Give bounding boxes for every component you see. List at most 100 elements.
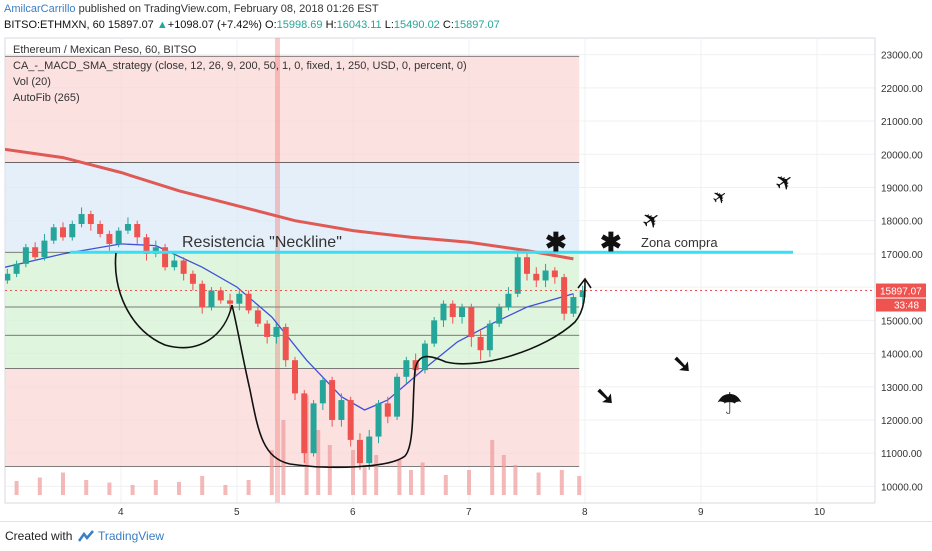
candle-body [505, 293, 512, 308]
candle-body [50, 227, 57, 241]
y-tick-label: 18000.00 [881, 217, 923, 228]
fib-zone [5, 56, 580, 163]
volume-bar [107, 482, 112, 495]
candle-body [227, 300, 234, 304]
volume-legend[interactable]: Vol (20) [13, 76, 51, 88]
autofib-legend[interactable]: AutoFib (265) [13, 92, 80, 104]
volume-bar [362, 465, 367, 495]
asterisk-icon: ✱ [545, 227, 567, 257]
asterisk-icon: ✱ [600, 227, 622, 257]
last-price-tag [876, 283, 926, 298]
low-label: L: [384, 19, 394, 31]
low-value: 15490.02 [393, 19, 440, 31]
volume-bar [351, 450, 355, 495]
x-tick-label: 7 [466, 507, 472, 518]
countdown-tag [876, 298, 926, 312]
down-right-arrow-icon: ➘ [595, 383, 615, 410]
last-price: 15897.07 [107, 19, 154, 31]
up-arrow-icon [577, 277, 592, 289]
header-bar: AmilcarCarrillo published on TradingView… [0, 0, 932, 37]
y-tick-label: 17000.00 [881, 250, 923, 261]
neckline-annotation[interactable]: Resistencia "Neckline" [182, 234, 342, 251]
countdown-tag-text: 33:48 [894, 301, 919, 312]
candle-body [403, 360, 410, 377]
candle-body [561, 277, 568, 314]
candle-body [143, 237, 150, 254]
x-tick-label: 4 [118, 507, 124, 518]
candle-body [245, 293, 252, 311]
umbrella-icon: ☂ [716, 388, 743, 421]
volume-bar [443, 475, 448, 495]
candle-body [468, 307, 475, 337]
candle-body [106, 233, 113, 244]
volume-bar [281, 420, 286, 495]
volume-bar [397, 460, 402, 495]
candle-body [124, 224, 131, 231]
sma200-line [5, 147, 574, 261]
candle-body [347, 400, 354, 440]
strategy-legend[interactable]: CA_-_MACD_SMA_strategy (close, 12, 26, 9… [13, 60, 467, 72]
high-value: 16043.11 [336, 19, 382, 31]
candle-body [236, 293, 243, 304]
candle-body [329, 380, 336, 420]
candle-body [579, 290, 586, 298]
volume-bar [246, 480, 251, 495]
candle-body [356, 439, 363, 464]
open-value: 15998.69 [276, 19, 323, 31]
tradingview-brand[interactable]: TradingView [98, 529, 165, 543]
y-tick-label: 19000.00 [881, 183, 923, 194]
volume-bar [420, 462, 425, 495]
chart-title: Ethereum / Mexican Peso, 60, BITSO [13, 44, 197, 56]
candle-body [496, 307, 503, 324]
y-tick-label: 22000.00 [881, 84, 923, 95]
volume-bar [559, 470, 564, 495]
candle-body [524, 257, 530, 274]
author-link[interactable]: AmilcarCarrillo [4, 3, 76, 15]
volume-bar [61, 472, 65, 495]
candle-body [338, 400, 345, 420]
candle-body [60, 227, 66, 238]
candle-body [87, 214, 94, 224]
price-axis[interactable] [875, 38, 932, 503]
volume-bar [536, 472, 541, 495]
candle-body [115, 230, 122, 244]
y-tick-label: 11000.00 [881, 449, 922, 460]
change-value: +1098.07 (+7.42%) [167, 19, 262, 31]
x-tick-label: 10 [814, 507, 826, 518]
time-axis[interactable] [5, 503, 932, 521]
volume-bar [200, 476, 205, 495]
down-right-arrow-icon: ➘ [672, 351, 692, 378]
last-price-tag-text: 15897.07 [880, 287, 922, 298]
volume-bar [467, 470, 471, 495]
y-tick-label: 21000.00 [881, 117, 923, 128]
price-chart[interactable]: Resistencia "Neckline" Zona compra ✱ ✱ ✈… [0, 37, 932, 521]
volume-bar [223, 485, 228, 495]
candle-body [551, 270, 558, 278]
y-tick-label: 15000.00 [881, 316, 923, 327]
volume-bar [14, 481, 19, 495]
candle-body [486, 323, 493, 351]
candle-body [570, 297, 577, 314]
volume-bar [153, 480, 158, 495]
symbol-label: BITSO:ETHMXN, 60 [4, 19, 105, 31]
candle-body [301, 393, 308, 454]
zona-annotation[interactable]: Zona compra [641, 235, 718, 250]
candle-body [449, 303, 456, 317]
ohlc-line: BITSO:ETHMXN, 60 15897.07 ▲+1098.07 (+7.… [4, 19, 500, 31]
y-tick-label: 13000.00 [881, 383, 923, 394]
x-tick-label: 9 [698, 507, 704, 518]
volume-bar [269, 450, 274, 495]
candle-body [264, 323, 271, 337]
tradingview-logo-icon[interactable] [78, 530, 94, 543]
candle-body [254, 310, 261, 324]
candle-body [477, 336, 484, 351]
candle-body [97, 224, 104, 234]
publish-info: published on TradingView.com, February 0… [75, 3, 379, 15]
highlight-bar [275, 38, 280, 503]
y-tick-label: 12000.00 [881, 416, 923, 427]
candle-body [5, 273, 11, 281]
created-with-label: Created with [5, 529, 73, 543]
high-label: H: [325, 19, 337, 31]
y-tick-label: 20000.00 [881, 150, 923, 161]
x-tick-label: 8 [582, 507, 588, 518]
